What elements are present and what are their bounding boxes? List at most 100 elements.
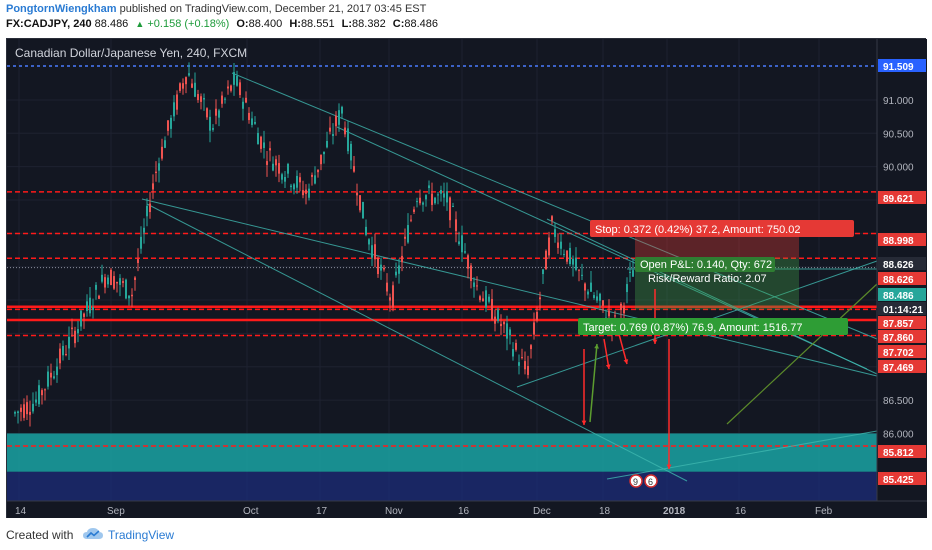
candle-body	[215, 108, 217, 116]
candle-body	[128, 295, 130, 299]
candle-body	[587, 291, 589, 295]
time-tick-label: 2018	[663, 506, 686, 517]
candle-body	[44, 389, 46, 391]
candle-body	[308, 188, 310, 198]
time-axis	[7, 501, 927, 519]
candle-body	[26, 402, 28, 415]
candle-body	[629, 271, 631, 273]
time-tick-label: 18	[599, 506, 611, 517]
high-value: 88.551	[300, 18, 335, 30]
pnl-label: Open P&L: 0.140, Qty: 672	[640, 259, 772, 271]
arrow-down-2-head	[605, 364, 611, 369]
candle-body	[473, 282, 475, 287]
candle-body	[566, 250, 568, 262]
price-tag-box	[878, 233, 926, 246]
channel-line	[606, 430, 878, 480]
candle-body	[314, 175, 316, 184]
candle-body	[110, 269, 112, 286]
tradingview-cloud-icon	[83, 528, 103, 539]
low-value: 88.382	[352, 18, 386, 30]
candle-body	[428, 185, 430, 189]
candle-body	[257, 132, 259, 145]
stop-label: Stop: 0.372 (0.42%) 37.2, Amount: 750.02	[595, 224, 800, 236]
candle-body	[335, 115, 337, 127]
candle-body	[419, 197, 421, 204]
candle-body	[92, 307, 94, 311]
candle-body	[470, 265, 472, 281]
candle-body	[290, 185, 292, 188]
candle-body	[125, 279, 127, 299]
candle-body	[353, 166, 355, 172]
price-tick-label: 90.500	[883, 129, 914, 140]
candle-body	[449, 197, 451, 221]
candle-body	[632, 270, 634, 277]
demand-zone	[7, 433, 877, 472]
candle-body	[572, 258, 574, 265]
candle-body	[302, 190, 304, 196]
candle-body	[212, 128, 214, 130]
publish-line: PongtornWiengkham published on TradingVi…	[6, 3, 426, 15]
candle-body	[68, 336, 70, 349]
candle-body	[341, 106, 343, 114]
candle-body	[584, 283, 586, 291]
candle-body	[509, 329, 511, 336]
candle-body	[158, 163, 160, 171]
price-tag-red: 85.812	[883, 448, 914, 459]
time-tick-label: Oct	[243, 506, 259, 517]
candle-body	[155, 171, 157, 174]
candle-body	[230, 85, 232, 91]
candle-body	[614, 315, 616, 317]
candle-body	[581, 274, 583, 276]
candle-body	[200, 96, 202, 102]
price-tag-red: 87.702	[883, 348, 914, 359]
price-tick-label: 86.500	[883, 396, 914, 407]
candle-body	[17, 411, 19, 413]
price-chart[interactable]: Stop: 0.372 (0.42%) 37.2, Amount: 750.02…	[7, 39, 927, 519]
chart-pane[interactable]: Stop: 0.372 (0.42%) 37.2, Amount: 750.02…	[6, 38, 927, 519]
event-badge[interactable]	[629, 474, 643, 488]
candle-body	[395, 271, 397, 276]
candle-body	[56, 366, 58, 376]
candle-body	[86, 301, 88, 312]
candle-body	[227, 86, 229, 89]
candle-body	[146, 205, 148, 217]
candle-body	[239, 82, 241, 96]
channel-line	[146, 203, 688, 482]
candle-body	[20, 407, 22, 412]
price-tag-red: 87.469	[883, 363, 914, 374]
candle-body	[518, 362, 520, 366]
candle-body	[392, 285, 394, 308]
candle-body	[83, 313, 85, 317]
candle-body	[440, 189, 442, 194]
candle-body	[326, 140, 328, 148]
candle-body	[188, 73, 190, 76]
price-tick-label: 91.000	[883, 96, 914, 107]
candle-body	[194, 82, 196, 97]
candle-body	[521, 357, 523, 359]
candle-body	[152, 183, 154, 190]
price-tag-box	[878, 345, 926, 358]
candle-body	[494, 316, 496, 324]
published-text: published on TradingView.com, December 2…	[119, 3, 427, 15]
price-tag-box	[878, 330, 926, 343]
candle-body	[455, 219, 457, 232]
lower-zone	[7, 471, 877, 501]
author-link[interactable]: PongtornWiengkham	[6, 3, 117, 15]
candle-body	[275, 159, 277, 166]
candle-body	[389, 297, 391, 301]
candle-body	[398, 265, 400, 274]
candle-body	[371, 245, 373, 258]
candle-body	[554, 229, 556, 237]
candle-body	[410, 219, 412, 221]
candle-body	[563, 253, 565, 255]
candle-body	[35, 399, 37, 403]
quote-line: FX:CADJPY, 240 88.486 ▲ +0.158 (+0.18%) …	[6, 18, 442, 30]
tradingview-brand[interactable]: TradingView	[108, 528, 175, 542]
candle-body	[272, 163, 274, 171]
candle-body	[305, 189, 307, 194]
candle-body	[119, 278, 121, 285]
risk-reward-label: Risk/Reward Ratio: 2.07	[648, 273, 767, 285]
event-badge[interactable]	[644, 474, 658, 488]
candle-body	[575, 258, 577, 270]
candle-body	[593, 295, 595, 298]
